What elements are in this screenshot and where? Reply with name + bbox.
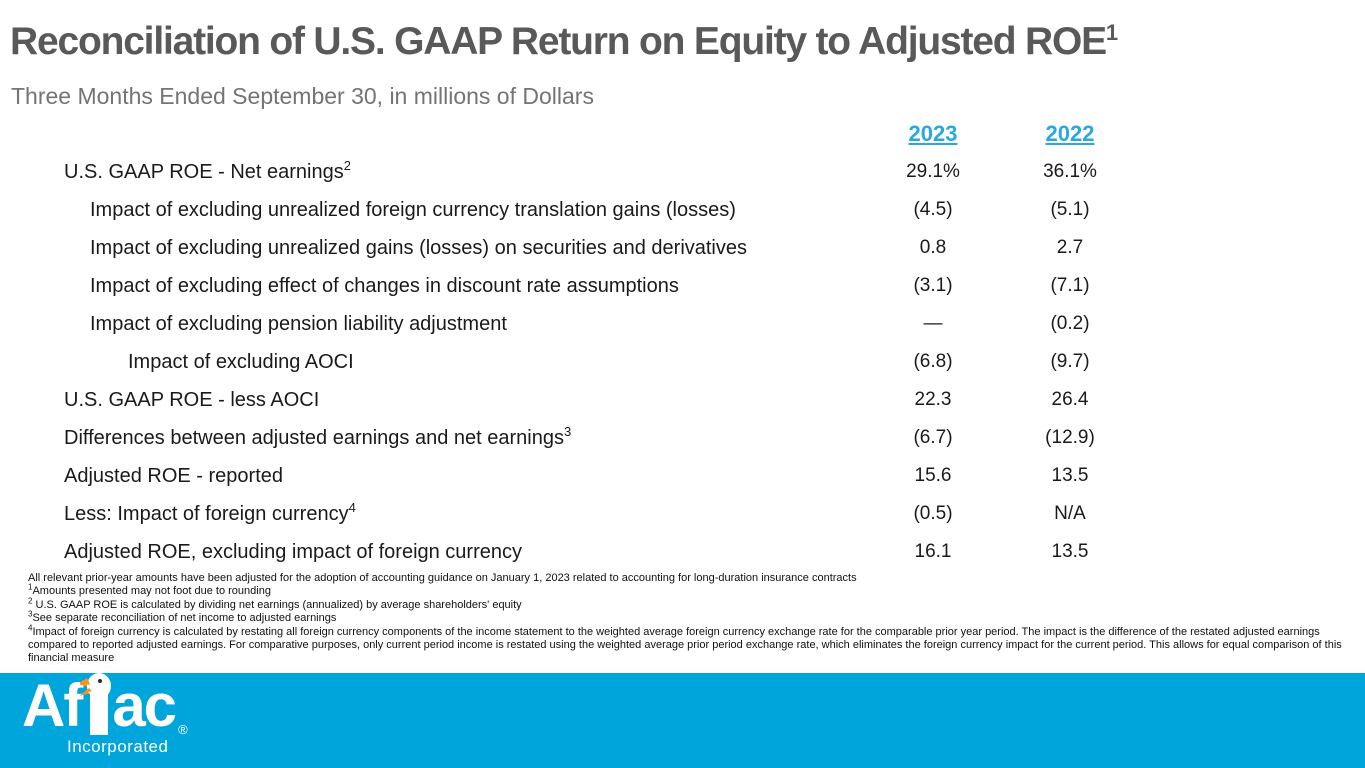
table-row: Impact of excluding pension liability ad… <box>0 305 1365 343</box>
row-value-2022: 36.1% <box>1043 161 1097 182</box>
row-value-2022: N/A <box>1054 503 1086 524</box>
row-label: Less: Impact of foreign currency 4 <box>64 500 356 525</box>
row-label: Differences between adjusted earnings an… <box>64 424 572 449</box>
title-footnote-ref: 1 <box>1105 20 1118 45</box>
reconciliation-table: U.S. GAAP ROE - Net earnings 2 29.1% 36.1… <box>0 153 1365 571</box>
row-label: Impact of excluding unrealized foreign c… <box>90 191 736 229</box>
footnote-text: Impact of foreign currency is calculated… <box>28 625 1342 665</box>
row-label-text: U.S. GAAP ROE - less AOCI <box>64 388 320 411</box>
table-row: Differences between adjusted earnings an… <box>0 419 1365 457</box>
row-label: Impact of excluding AOCI <box>128 343 354 381</box>
row-value-2022: 13.5 <box>1051 465 1089 486</box>
row-label: Impact of excluding unrealized gains (lo… <box>90 229 747 267</box>
row-value-2023: (0.5) <box>913 503 953 524</box>
footnote-text: All relevant prior-year amounts have bee… <box>28 572 857 584</box>
row-label-text: Impact of excluding pension liability ad… <box>90 312 507 335</box>
aflac-duck-icon <box>80 673 112 735</box>
page-title: Reconciliation of U.S. GAAP Return on Eq… <box>10 20 1358 64</box>
column-header-2023: 2023 <box>908 121 958 146</box>
footnote-marker: 2 <box>28 596 33 606</box>
footnotes: All relevant prior-year amounts have bee… <box>28 572 1353 666</box>
row-label: Impact of excluding pension liability ad… <box>90 305 507 343</box>
row-label-text: Differences between adjusted earnings an… <box>64 426 564 449</box>
row-label: Impact of excluding effect of changes in… <box>90 267 679 305</box>
footnote: 4Impact of foreign currency is calculate… <box>28 622 1353 666</box>
footnote: All relevant prior-year amounts have bee… <box>28 572 1353 585</box>
table-row: U.S. GAAP ROE - Net earnings 2 29.1% 36.1… <box>0 153 1365 191</box>
row-value-2022: (5.1) <box>1050 199 1090 220</box>
table-row: Less: Impact of foreign currency 4 (0.5) … <box>0 495 1365 533</box>
logo-text-right: ac <box>112 672 177 739</box>
table-row: Impact of excluding unrealized gains (lo… <box>0 229 1365 267</box>
row-value-2022: 13.5 <box>1051 541 1089 562</box>
row-value-2022: 2.7 <box>1056 237 1084 258</box>
footnote-marker: 1 <box>28 582 33 592</box>
row-label-text: Less: Impact of foreign currency <box>64 502 349 525</box>
row-label-text: Adjusted ROE - reported <box>64 464 283 487</box>
footnote-text: U.S. GAAP ROE is calculated by dividing … <box>32 598 522 611</box>
row-label-text: Impact of excluding AOCI <box>128 350 354 373</box>
footnote-text: Amounts presented may not foot due to ro… <box>32 585 271 598</box>
footnote: 1Amounts presented may not foot due to r… <box>28 582 1353 598</box>
row-value-2023: 15.6 <box>914 465 952 486</box>
row-label-text: U.S. GAAP ROE - Net earnings <box>64 160 344 183</box>
row-value-2023: (3.1) <box>913 275 953 296</box>
footnote: 3See separate reconciliation of net inco… <box>28 609 1353 625</box>
row-label-text: Impact of excluding effect of changes in… <box>90 274 679 297</box>
row-value-2023: 0.8 <box>919 237 947 258</box>
row-value-2022: 26.4 <box>1051 389 1089 410</box>
footnote-marker: 3 <box>28 609 33 619</box>
table-row: Adjusted ROE, excluding impact of foreig… <box>0 533 1365 571</box>
row-value-2022: (9.7) <box>1050 351 1090 372</box>
table-row: Impact of excluding AOCI (6.8) (9.7) <box>0 343 1365 381</box>
row-value-2023: (6.7) <box>913 427 953 448</box>
table-row: Impact of excluding unrealized foreign c… <box>0 191 1365 229</box>
row-label-text: Adjusted ROE, excluding impact of foreig… <box>64 540 522 563</box>
row-label-text: Impact of excluding unrealized foreign c… <box>90 198 736 221</box>
row-label: Adjusted ROE - reported <box>64 457 283 495</box>
logo-subtext: Incorporated <box>67 737 169 756</box>
page-subtitle: Three Months Ended September 30, in mill… <box>11 83 594 109</box>
column-header-2022: 2022 <box>1045 121 1095 146</box>
footnote-text: See separate reconciliation of net incom… <box>32 612 337 625</box>
row-value-2022: (7.1) <box>1050 275 1090 296</box>
table-row: U.S. GAAP ROE - less AOCI 22.3 26.4 <box>0 381 1365 419</box>
logo-text-left: Af <box>22 672 83 739</box>
table-row: Impact of excluding effect of changes in… <box>0 267 1365 305</box>
row-value-2023: (4.5) <box>913 199 953 220</box>
row-value-2023: 16.1 <box>914 541 952 562</box>
row-value-2022: (12.9) <box>1045 427 1095 448</box>
aflac-logo: Af ac ® <box>22 672 188 741</box>
row-value-2023: (6.8) <box>913 351 953 372</box>
row-value-2023: 22.3 <box>914 389 952 410</box>
footer-bar: Af ac ® Incorporated <box>0 673 1365 768</box>
footnote-marker: 4 <box>28 622 33 632</box>
page-title-text: Reconciliation of U.S. GAAP Return on Eq… <box>10 20 1107 63</box>
row-label-text: Impact of excluding unrealized gains (lo… <box>90 236 748 259</box>
table-row: Adjusted ROE - reported 15.6 13.5 <box>0 457 1365 495</box>
row-value-2023: 29.1% <box>906 161 960 182</box>
footnote: 2 U.S. GAAP ROE is calculated by dividin… <box>28 596 1353 612</box>
row-label: U.S. GAAP ROE - Net earnings 2 <box>64 158 351 183</box>
row-value-2023: — <box>923 313 943 334</box>
row-value-2022: (0.2) <box>1050 313 1090 334</box>
registered-trademark-icon: ® <box>178 722 188 737</box>
row-label: Adjusted ROE, excluding impact of foreig… <box>64 533 522 571</box>
row-label: U.S. GAAP ROE - less AOCI <box>64 381 319 419</box>
